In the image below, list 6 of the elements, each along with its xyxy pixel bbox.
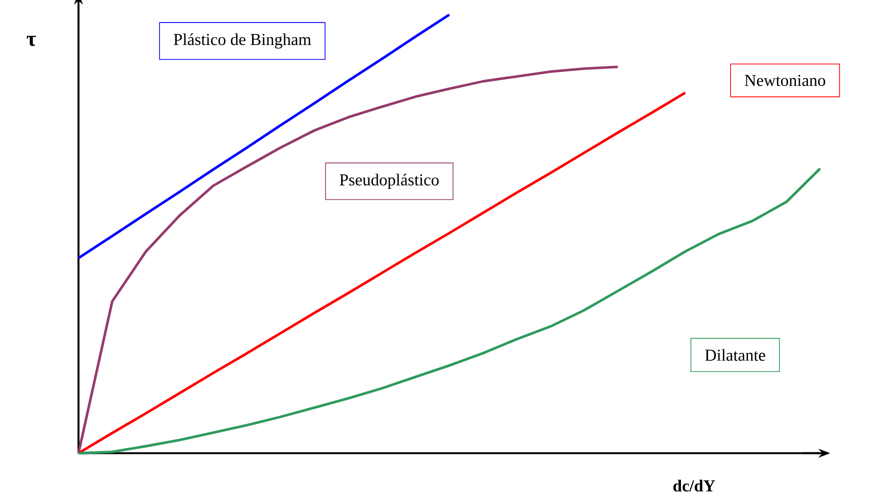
text: Plástico de Bingham [174, 33, 312, 48]
y-axis-title: τ [26, 36, 36, 46]
text: Pseudoplástico [340, 174, 439, 189]
text: Dilatante [705, 348, 766, 361]
x-axis-title: dc/dY [673, 480, 716, 492]
text: Newtoniano [744, 74, 826, 86]
